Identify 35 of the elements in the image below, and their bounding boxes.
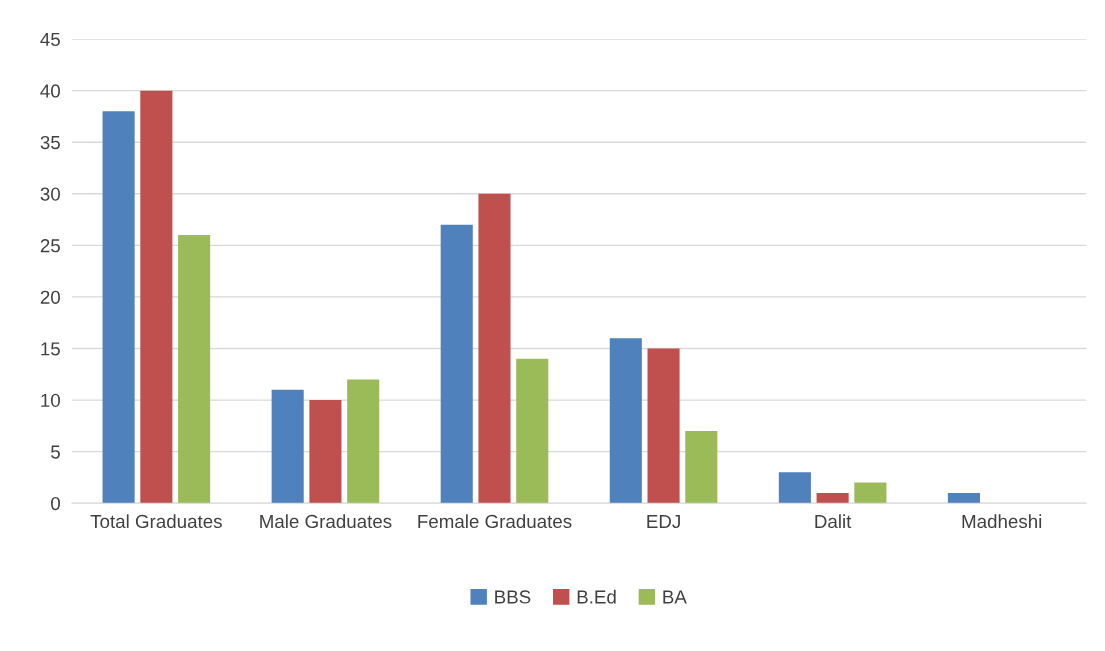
y-tick-label: 5 xyxy=(51,445,60,459)
y-tick-label: 10 xyxy=(41,393,60,408)
bar xyxy=(816,492,849,504)
y-tick-label: 35 xyxy=(40,135,60,150)
bar xyxy=(140,90,173,504)
bar xyxy=(647,348,680,504)
y-tick-label: 40 xyxy=(40,84,60,98)
y-tick-label: 15 xyxy=(41,342,60,356)
legend-label: B.Ed xyxy=(577,589,616,604)
bar xyxy=(440,224,473,504)
legend-label: BA xyxy=(663,590,687,604)
x-tick-label: Total Graduates xyxy=(90,514,222,529)
bar xyxy=(347,379,380,504)
bar xyxy=(854,482,887,504)
bar xyxy=(102,111,135,504)
x-tick-label: EDJ xyxy=(647,515,680,529)
x-tick-label: Female Graduates xyxy=(418,514,572,529)
bar xyxy=(271,389,304,504)
x-tick-label: Male Graduates xyxy=(260,514,392,529)
bar xyxy=(178,235,211,504)
bar xyxy=(947,492,980,504)
x-tick-label: Dalit xyxy=(815,514,852,529)
bar xyxy=(478,193,511,504)
bar xyxy=(516,358,549,504)
bar xyxy=(309,400,342,504)
x-tick-label: Madheshi xyxy=(962,514,1042,529)
y-tick-label: 45 xyxy=(40,32,60,47)
y-tick-label: 20 xyxy=(40,290,60,304)
bar xyxy=(609,338,642,504)
y-tick-label: 30 xyxy=(40,187,60,201)
y-tick-label: 0 xyxy=(51,496,60,511)
y-tick-label: 25 xyxy=(40,239,60,253)
bar xyxy=(778,472,811,504)
bar xyxy=(685,431,718,504)
legend-label: BBS xyxy=(495,590,531,604)
